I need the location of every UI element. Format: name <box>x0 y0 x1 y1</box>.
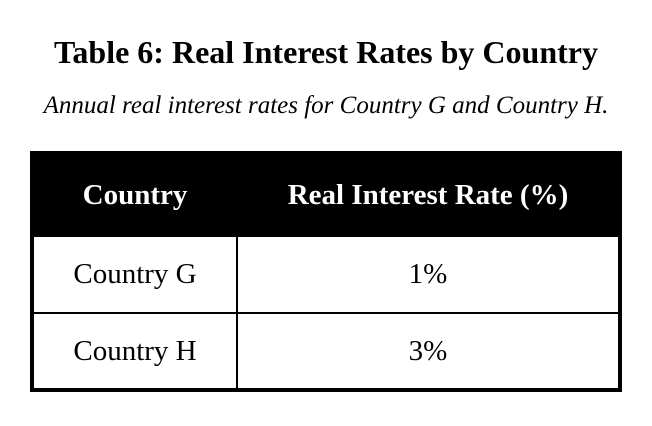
page-subtitle: Annual real interest rates for Country G… <box>43 92 609 119</box>
table-row: Country H 3% <box>31 312 621 391</box>
table-header-row: Country Real Interest Rate (%) <box>31 152 621 237</box>
cell-rate: 1% <box>236 235 621 314</box>
column-header-rate: Real Interest Rate (%) <box>236 152 621 237</box>
interest-rates-table: Country Real Interest Rate (%) Country G… <box>30 151 622 392</box>
cell-country: Country G <box>31 235 238 314</box>
table-row: Country G 1% <box>31 235 621 314</box>
page-title: Table 6: Real Interest Rates by Country <box>54 34 598 70</box>
column-header-country: Country <box>31 152 238 237</box>
cell-rate: 3% <box>236 312 621 391</box>
cell-country: Country H <box>31 312 238 391</box>
